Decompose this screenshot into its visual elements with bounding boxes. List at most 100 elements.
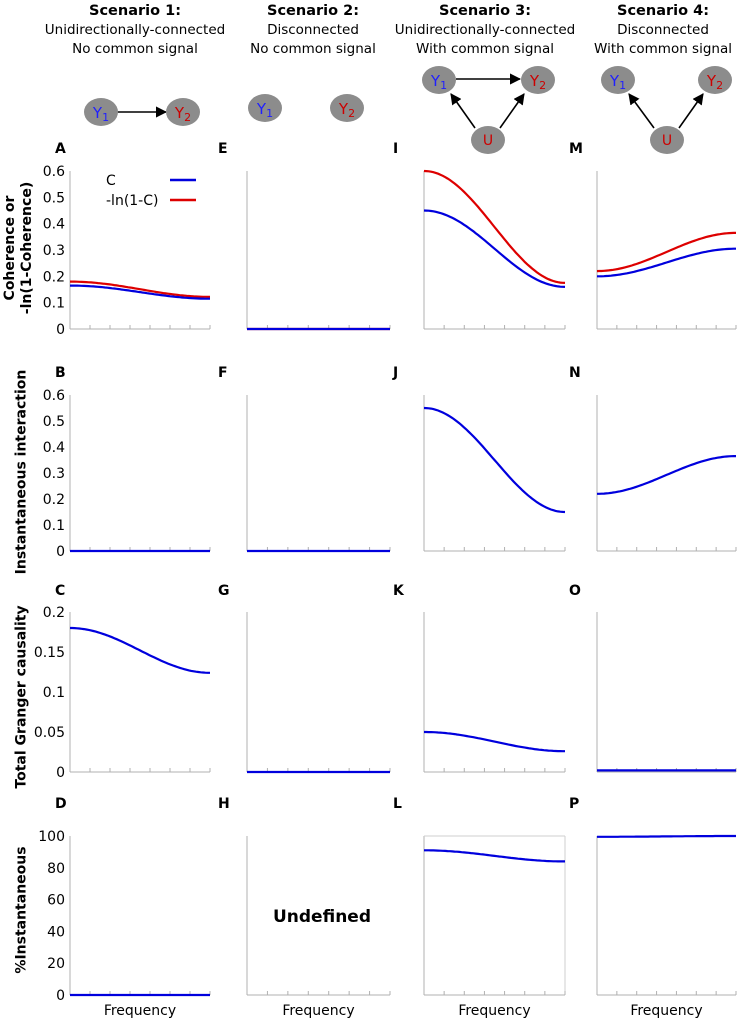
panel-label-c: C bbox=[55, 583, 66, 599]
scenario-1-line1: Unidirectionally-connected bbox=[44, 22, 226, 38]
scenario-1-line2: No common signal bbox=[72, 41, 198, 57]
scenario-3-title: Scenario 3: bbox=[439, 3, 531, 19]
scenario-1-title: Scenario 1: bbox=[89, 3, 181, 19]
scenario-2-line2: No common signal bbox=[250, 41, 376, 57]
y-tick-label: 0.15 bbox=[34, 645, 65, 661]
y-tick-label: 20 bbox=[47, 956, 65, 972]
node-y2-label: Y2 bbox=[174, 104, 191, 124]
legend-c-label: C bbox=[106, 173, 116, 189]
scenario-3-line2: With common signal bbox=[416, 41, 554, 57]
series-line-ln-i bbox=[423, 169, 566, 284]
series-line-ln-a bbox=[70, 280, 210, 298]
y-tick-label: 0.1 bbox=[43, 685, 65, 701]
panel-label-o: O bbox=[569, 583, 581, 599]
node-y2 bbox=[166, 98, 200, 126]
series-line-c-k bbox=[424, 730, 565, 753]
scenario-4-header: Scenario 4: Disconnected With common sig… bbox=[578, 2, 743, 59]
y-tick-label: 0.3 bbox=[43, 466, 65, 482]
node-y1 bbox=[248, 94, 282, 122]
y-tick-label: 0 bbox=[56, 988, 65, 1004]
x-axis-label: Frequency bbox=[104, 1003, 176, 1019]
undefined-text: Undefined bbox=[273, 907, 371, 927]
arrow-u-to-y1 bbox=[450, 93, 476, 129]
y-tick-label: 0.05 bbox=[34, 725, 65, 741]
series-line-c-n bbox=[597, 455, 736, 495]
panel-label-f: F bbox=[218, 365, 228, 381]
y-tick-label: 0.1 bbox=[43, 518, 65, 534]
series-line-c-c bbox=[70, 626, 210, 674]
y-tick-label: 0.4 bbox=[43, 217, 65, 233]
node-u bbox=[650, 126, 684, 154]
y-tick-label: 0.5 bbox=[43, 190, 65, 206]
x-axis-label: Frequency bbox=[630, 1003, 702, 1019]
series-line-c-j bbox=[423, 406, 566, 514]
x-axis-label: Frequency bbox=[282, 1003, 354, 1019]
series-line-c-l bbox=[424, 849, 565, 863]
series-line-c-a bbox=[70, 284, 210, 300]
y-tick-label: 100 bbox=[38, 829, 65, 845]
y-tick-label: 80 bbox=[47, 861, 65, 877]
panel-label-i: I bbox=[393, 141, 399, 157]
panel-label-a: A bbox=[55, 141, 66, 157]
node-y1-label: Y1 bbox=[256, 100, 273, 120]
node-y1 bbox=[422, 66, 456, 94]
y-tick-label: 60 bbox=[47, 893, 65, 909]
panel-label-l: L bbox=[393, 796, 402, 812]
y-tick-label: 0.4 bbox=[43, 440, 65, 456]
node-y2 bbox=[521, 66, 555, 94]
series-line-c-m bbox=[597, 247, 736, 278]
y-tick-label: 0.2 bbox=[43, 492, 65, 508]
series-line-c-i bbox=[423, 209, 566, 288]
node-y2 bbox=[698, 66, 732, 94]
scenario-2-diagram: Y1 Y2 bbox=[248, 94, 364, 122]
node-y2-label: Y2 bbox=[706, 72, 723, 92]
scenario-1-header: Scenario 1: Unidirectionally-connected N… bbox=[40, 2, 230, 59]
legend: C -ln(1-C) bbox=[106, 173, 196, 209]
y-tick-label: 0 bbox=[56, 322, 65, 338]
panel-label-p: P bbox=[569, 796, 580, 812]
panel-label-b: B bbox=[55, 365, 66, 381]
panel-label-e: E bbox=[218, 141, 228, 157]
panel-label-d: D bbox=[55, 796, 67, 812]
scenario-4-line2: With common signal bbox=[594, 41, 732, 57]
y-tick-label: 0 bbox=[56, 544, 65, 560]
node-y2 bbox=[330, 94, 364, 122]
node-y1 bbox=[601, 66, 635, 94]
legend-ln-label: -ln(1-C) bbox=[106, 193, 158, 209]
scenario-1-diagram: Y1 Y2 bbox=[84, 98, 200, 126]
panel-label-h: H bbox=[218, 796, 230, 812]
arrow-u-to-y2 bbox=[678, 93, 704, 129]
arrow-u-to-y2 bbox=[499, 93, 525, 129]
x-axis-label: Frequency bbox=[458, 1003, 530, 1019]
scenario-3-diagram: Y1 Y2 U bbox=[422, 66, 555, 154]
panel-label-n: N bbox=[569, 365, 581, 381]
plot-grid: 0 0.1 0.2 0.3 0.4 0.5 0.6 0 0.1 0.2 0.3 0.4 0.5 0.6 0 0… bbox=[34, 164, 737, 1019]
node-u-label: U bbox=[662, 133, 672, 149]
node-y1-label: Y1 bbox=[92, 104, 109, 124]
scenario-3-header: Scenario 3: Unidirectionally-connected W… bbox=[390, 2, 580, 59]
y-tick-label: 0.6 bbox=[43, 164, 65, 180]
node-y2-label: Y2 bbox=[529, 72, 546, 92]
scenario-2-header: Scenario 2: Disconnected No common signa… bbox=[228, 2, 398, 59]
y-tick-label: 0.2 bbox=[43, 269, 65, 285]
y-tick-label: 0.3 bbox=[43, 243, 65, 259]
y-tick-label: 0.2 bbox=[43, 605, 65, 621]
node-y1-label: Y1 bbox=[430, 72, 447, 92]
panel-label-g: G bbox=[218, 583, 230, 599]
scenario-4-line1: Disconnected bbox=[617, 22, 709, 38]
arrow-u-to-y1 bbox=[628, 93, 655, 129]
y-tick-label: 0.6 bbox=[43, 388, 65, 404]
panel-label-j: J bbox=[393, 365, 399, 381]
series-line-ln-m bbox=[596, 231, 736, 273]
node-y1-label: Y1 bbox=[609, 72, 626, 92]
node-y1 bbox=[84, 98, 118, 126]
node-u bbox=[471, 126, 505, 154]
node-u-label: U bbox=[483, 133, 493, 149]
node-y2-label: Y2 bbox=[338, 100, 355, 120]
scenario-2-line1: Disconnected bbox=[267, 22, 359, 38]
y-tick-label: 0.1 bbox=[43, 296, 65, 312]
series-line-c-p bbox=[597, 834, 736, 838]
y-tick-label: 40 bbox=[47, 924, 65, 940]
scenario-4-title: Scenario 4: bbox=[617, 3, 709, 19]
